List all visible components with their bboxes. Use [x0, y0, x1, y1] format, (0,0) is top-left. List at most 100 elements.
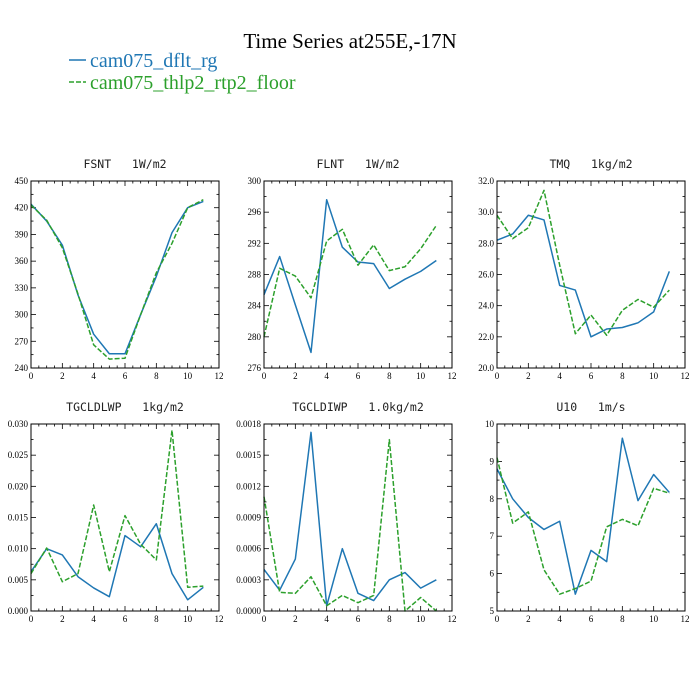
y-tick-label: 390 [15, 229, 29, 239]
legend-label-dflt-rg: cam075_dflt_rg [90, 50, 217, 72]
series-line-dflt-rg [496, 214, 671, 338]
x-tick-label: 6 [123, 371, 128, 381]
x-tick-label: 10 [649, 371, 659, 381]
series-line-thlp2-rtp2-floor [30, 199, 204, 360]
y-tick-label: 0.000 [8, 606, 29, 616]
x-tick-label: 6 [589, 371, 594, 381]
x-tick-label: 6 [356, 614, 361, 624]
y-tick-label: 22.0 [478, 332, 494, 342]
x-tick-label: 10 [416, 371, 426, 381]
y-tick-label: 276 [248, 363, 262, 373]
y-tick-label: 6 [490, 569, 495, 579]
y-tick-label: 240 [15, 363, 29, 373]
x-tick-label: 12 [215, 614, 224, 624]
series-line-dflt-rg [263, 198, 437, 354]
legend-label-thlp2: cam075_thlp2_rtp2_floor [90, 72, 296, 94]
x-tick-label: 6 [356, 371, 361, 381]
plot-frame [496, 180, 686, 369]
series-line-thlp2-rtp2-floor [496, 457, 670, 595]
y-tick-label: 8 [490, 494, 495, 504]
y-tick-label: 28.0 [478, 238, 494, 248]
figure-title: Time Series at255E,-17N [243, 29, 456, 53]
y-tick-label: 292 [248, 238, 262, 248]
y-tick-label: 360 [15, 256, 29, 266]
y-tick-label: 0.015 [8, 513, 29, 523]
series-line-thlp2-rtp2-floor [496, 189, 670, 337]
y-tick-label: 30.0 [478, 207, 494, 217]
x-tick-label: 8 [387, 371, 392, 381]
x-tick-label: 0 [29, 371, 34, 381]
plot-frame [30, 423, 220, 612]
panel-fsnt: FSNT 1W/m2 240 270 300 330 360 390 420 450 0 2 4 6 8 1… [15, 157, 224, 381]
x-tick-label: 4 [557, 371, 562, 381]
y-tick-label: 32.0 [478, 176, 494, 186]
x-tick-label: 4 [557, 614, 562, 624]
y-tick-label: 300 [15, 310, 29, 320]
y-tick-label: 270 [15, 336, 29, 346]
series-line-thlp2-rtp2-floor [263, 438, 437, 612]
plot-frame [496, 423, 686, 612]
series-line-thlp2-rtp2-floor [263, 224, 437, 337]
y-tick-label: 0.025 [8, 450, 29, 460]
x-tick-label: 6 [589, 614, 594, 624]
x-tick-label: 8 [154, 614, 159, 624]
y-tick-label: 296 [248, 207, 262, 217]
legend: cam075_dflt_rg cam075_thlp2_rtp2_floor [69, 50, 296, 94]
y-tick-label: 284 [248, 301, 262, 311]
x-tick-label: 4 [91, 614, 96, 624]
y-tick-label: 300 [248, 176, 262, 186]
plot-frame [30, 180, 220, 369]
x-tick-label: 4 [91, 371, 96, 381]
y-tick-label: 20.0 [478, 363, 494, 373]
x-tick-label: 10 [183, 371, 193, 381]
y-tick-label: 0.020 [8, 481, 29, 491]
x-tick-label: 8 [620, 371, 625, 381]
panel-tgcldlwp: TGCLDLWP 1kg/m2 0.000 0.005 0.010 0.015 0.020… [8, 400, 224, 624]
panel-u10: U10 1m/s 5 6 7 8 9 10 0 2 4 6 8 10 12 [485, 400, 690, 624]
x-tick-label: 2 [293, 614, 298, 624]
y-tick-label: 0.0000 [236, 606, 261, 616]
x-tick-label: 2 [293, 371, 298, 381]
y-tick-label: 0.0003 [236, 575, 261, 585]
y-tick-label: 0.0012 [236, 481, 261, 491]
x-tick-label: 4 [324, 371, 329, 381]
x-tick-label: 0 [262, 614, 267, 624]
y-tick-label: 0.030 [8, 419, 29, 429]
x-tick-label: 12 [681, 371, 690, 381]
panel-title-fsnt: FSNT 1W/m2 [83, 157, 166, 171]
y-tick-label: 0.0018 [236, 419, 261, 429]
panel-title-tgcldlwp: TGCLDLWP 1kg/m2 [66, 400, 184, 414]
series-line-thlp2-rtp2-floor [30, 429, 204, 589]
y-tick-label: 7 [490, 531, 495, 541]
panel-flnt: FLNT 1W/m2 276 280 284 288 292 296 300 0 2 4 6 8 10 12 [248, 157, 457, 381]
series-line-dflt-rg [263, 431, 437, 607]
x-tick-label: 4 [324, 614, 329, 624]
x-tick-label: 12 [448, 614, 457, 624]
panel-title-flnt: FLNT 1W/m2 [316, 157, 399, 171]
x-tick-label: 8 [620, 614, 625, 624]
x-tick-label: 12 [215, 371, 224, 381]
y-tick-label: 0.0006 [236, 544, 261, 554]
y-tick-label: 280 [248, 332, 262, 342]
x-tick-label: 6 [123, 614, 128, 624]
panel-title-tmq: TMQ 1kg/m2 [549, 157, 632, 171]
panel-title-tgcldiwp: TGCLDIWP 1.0kg/m2 [292, 400, 424, 414]
y-tick-label: 420 [15, 203, 29, 213]
x-tick-label: 10 [649, 614, 659, 624]
series-line-dflt-rg [30, 522, 204, 601]
y-tick-label: 9 [490, 456, 495, 466]
x-tick-label: 10 [183, 614, 193, 624]
y-tick-label: 26.0 [478, 270, 494, 280]
y-tick-label: 288 [248, 270, 262, 280]
x-tick-label: 0 [495, 614, 500, 624]
y-tick-label: 0.005 [8, 575, 29, 585]
x-tick-label: 0 [29, 614, 34, 624]
y-tick-label: 24.0 [478, 301, 494, 311]
x-tick-label: 12 [448, 371, 457, 381]
y-tick-label: 0.010 [8, 544, 29, 554]
y-tick-label: 330 [15, 283, 29, 293]
x-tick-label: 2 [60, 614, 65, 624]
x-tick-label: 10 [416, 614, 426, 624]
plot-frame [263, 180, 453, 369]
